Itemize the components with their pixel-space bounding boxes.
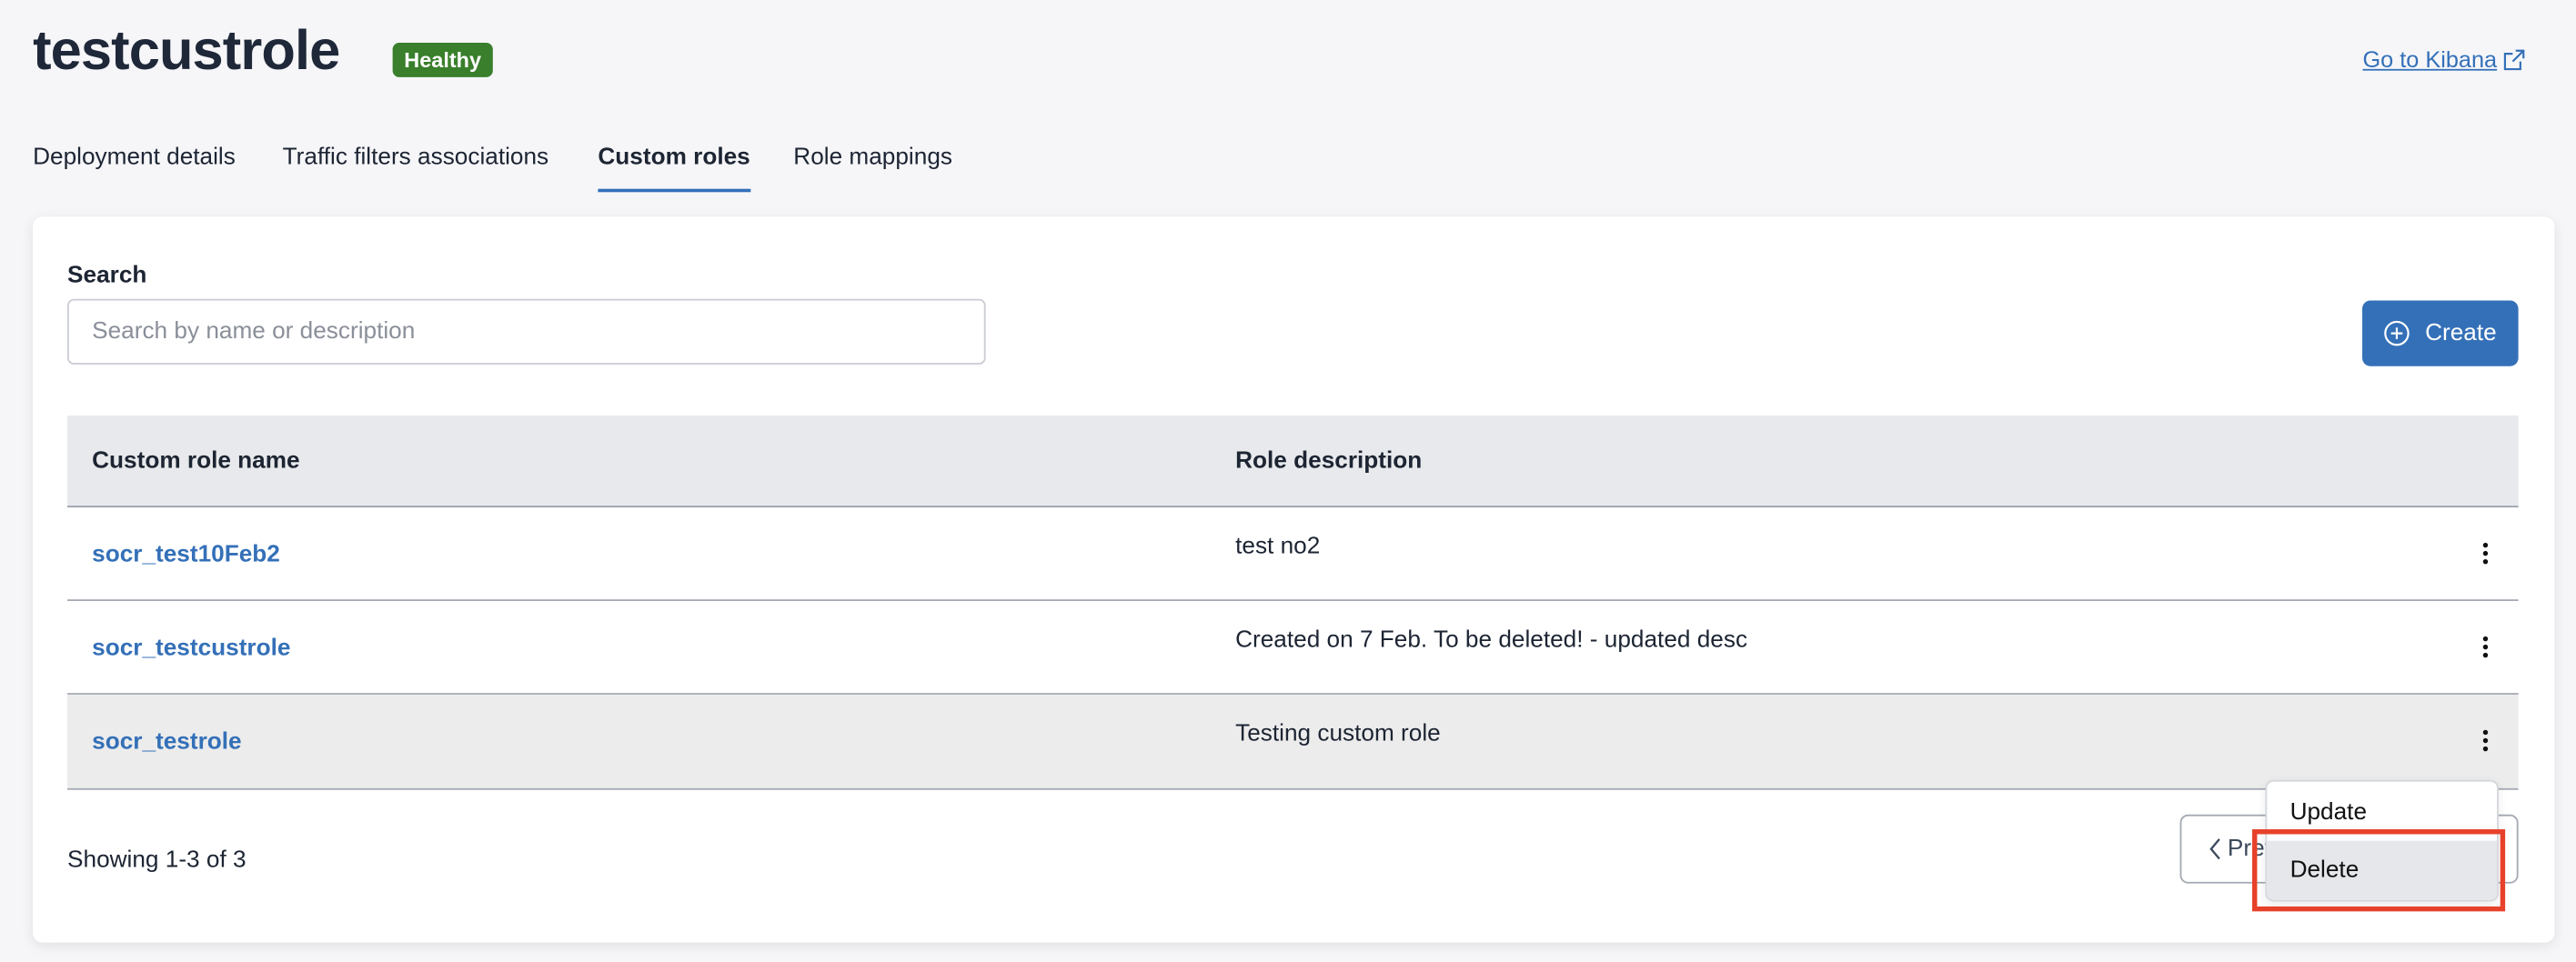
tab-role-mappings[interactable]: Role mappings xyxy=(793,144,953,171)
page-title: testcustrole xyxy=(33,19,340,83)
external-link-icon xyxy=(2503,48,2525,70)
custom-roles-panel: Search Create Custom role name Role desc… xyxy=(33,216,2555,943)
column-header-name[interactable]: Custom role name xyxy=(92,448,300,475)
table-row: socr_testcustrole Created on 7 Feb. To b… xyxy=(67,601,2519,695)
highlight-annotation-box xyxy=(2252,829,2506,912)
chevron-left-icon xyxy=(2209,838,2220,860)
column-header-description[interactable]: Role description xyxy=(1235,448,1423,475)
table-row: socr_test10Feb2 test no2 xyxy=(67,507,2519,601)
role-description: Created on 7 Feb. To be deleted! - updat… xyxy=(1235,626,1748,654)
create-label: Create xyxy=(2425,320,2497,347)
role-name-link[interactable]: socr_test10Feb2 xyxy=(92,541,280,568)
more-actions-icon[interactable] xyxy=(2477,632,2493,662)
more-actions-icon[interactable] xyxy=(2477,726,2493,756)
status-badge: Healthy xyxy=(392,42,493,77)
menu-item-delete[interactable]: Delete xyxy=(2267,840,2498,900)
role-description: Testing custom role xyxy=(1235,720,1441,747)
row-actions-menu: Update Delete xyxy=(2265,779,2499,902)
search-input[interactable] xyxy=(67,298,986,365)
tab-deployment-details[interactable]: Deployment details xyxy=(33,144,236,171)
table-header: Custom role name Role description xyxy=(67,415,2519,508)
role-name-link[interactable]: socr_testrole xyxy=(92,728,242,756)
more-actions-icon[interactable] xyxy=(2477,538,2493,568)
table-row: socr_testrole Testing custom role xyxy=(67,694,2519,790)
menu-item-update[interactable]: Update xyxy=(2289,799,2368,827)
pagination-summary: Showing 1-3 of 3 xyxy=(67,847,247,874)
go-to-kibana-link[interactable]: Go to Kibana xyxy=(2362,45,2527,73)
create-button[interactable]: Create xyxy=(2362,300,2519,366)
tab-custom-roles[interactable]: Custom roles xyxy=(598,145,750,193)
tab-traffic-filters-associations[interactable]: Traffic filters associations xyxy=(282,144,549,171)
role-description: test no2 xyxy=(1235,533,1321,560)
go-to-kibana-label: Go to Kibana xyxy=(2362,45,2498,73)
plus-circle-icon xyxy=(2384,320,2410,346)
role-name-link[interactable]: socr_testcustrole xyxy=(92,635,291,662)
search-label: Search xyxy=(67,262,147,289)
